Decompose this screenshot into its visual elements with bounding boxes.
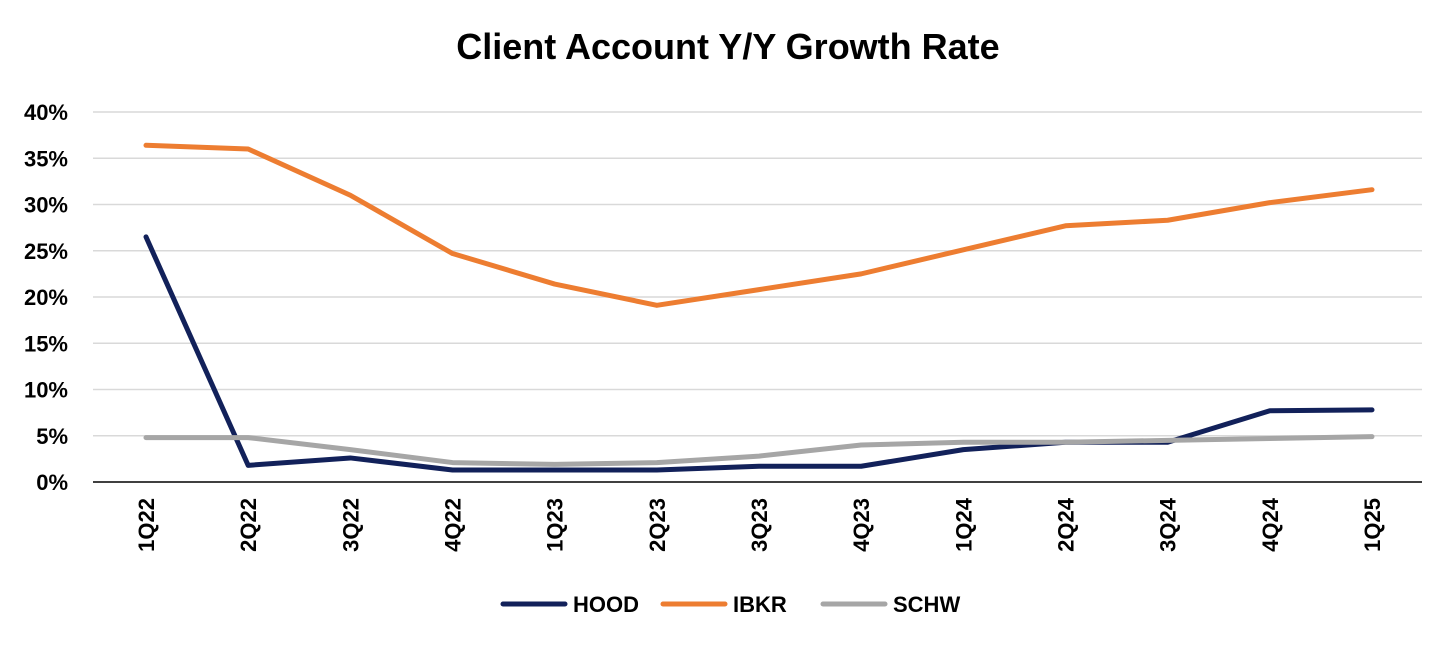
x-tick-label: 4Q24 bbox=[1258, 497, 1283, 552]
x-tick-label: 3Q24 bbox=[1156, 497, 1181, 552]
x-tick-label: 1Q22 bbox=[134, 498, 159, 552]
series-line-schw bbox=[143, 434, 1375, 467]
y-tick-label: 30% bbox=[24, 193, 68, 218]
x-tick-label: 4Q22 bbox=[441, 498, 466, 552]
y-tick-label: 25% bbox=[24, 239, 68, 264]
x-tick-label: 3Q23 bbox=[747, 498, 772, 552]
x-tick-label: 3Q22 bbox=[338, 498, 363, 552]
chart-title: Client Account Y/Y Growth Rate bbox=[456, 26, 1000, 67]
x-tick-label: 2Q24 bbox=[1054, 497, 1079, 552]
series-line-ibkr bbox=[143, 142, 1375, 308]
legend-label-hood: HOOD bbox=[573, 592, 639, 617]
legend-label-ibkr: IBKR bbox=[733, 592, 787, 617]
x-tick-label: 1Q25 bbox=[1360, 498, 1385, 552]
y-tick-label: 20% bbox=[24, 285, 68, 310]
x-tick-label: 4Q23 bbox=[849, 498, 874, 552]
y-tick-label: 10% bbox=[24, 378, 68, 403]
x-tick-label: 2Q22 bbox=[236, 498, 261, 552]
x-tick-label: 1Q23 bbox=[543, 498, 568, 552]
y-tick-label: 5% bbox=[36, 424, 68, 449]
y-tick-label: 40% bbox=[24, 100, 68, 125]
y-tick-label: 35% bbox=[24, 146, 68, 171]
x-tick-label: 2Q23 bbox=[645, 498, 670, 552]
legend-label-schw: SCHW bbox=[893, 592, 960, 617]
y-tick-label: 15% bbox=[24, 331, 68, 356]
x-tick-label: 1Q24 bbox=[951, 497, 976, 552]
y-tick-label: 0% bbox=[36, 470, 68, 495]
